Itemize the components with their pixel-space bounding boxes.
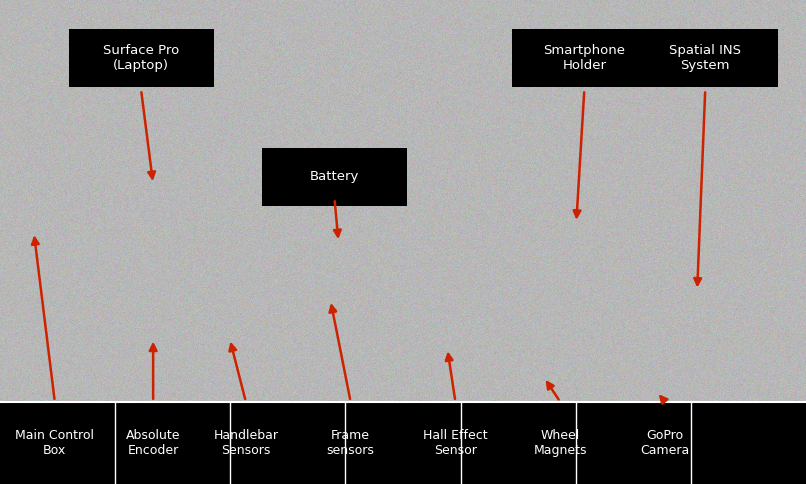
Text: Spatial INS
System: Spatial INS System <box>669 44 742 72</box>
Bar <box>0 402 806 484</box>
Text: Wheel
Magnets: Wheel Magnets <box>534 429 587 457</box>
Text: GoPro
Camera: GoPro Camera <box>640 429 690 457</box>
FancyBboxPatch shape <box>69 29 214 87</box>
FancyBboxPatch shape <box>512 29 657 87</box>
Text: Smartphone
Holder: Smartphone Holder <box>543 44 625 72</box>
Text: Hall Effect
Sensor: Hall Effect Sensor <box>423 429 488 457</box>
Text: Main Control
Box: Main Control Box <box>15 429 94 457</box>
Text: Handlebar
Sensors: Handlebar Sensors <box>214 429 278 457</box>
Text: Battery: Battery <box>310 170 359 183</box>
FancyBboxPatch shape <box>633 29 778 87</box>
Text: Frame
sensors: Frame sensors <box>326 429 375 457</box>
Text: Surface Pro
(Laptop): Surface Pro (Laptop) <box>103 44 179 72</box>
Text: Absolute
Encoder: Absolute Encoder <box>126 429 181 457</box>
FancyBboxPatch shape <box>262 148 407 206</box>
